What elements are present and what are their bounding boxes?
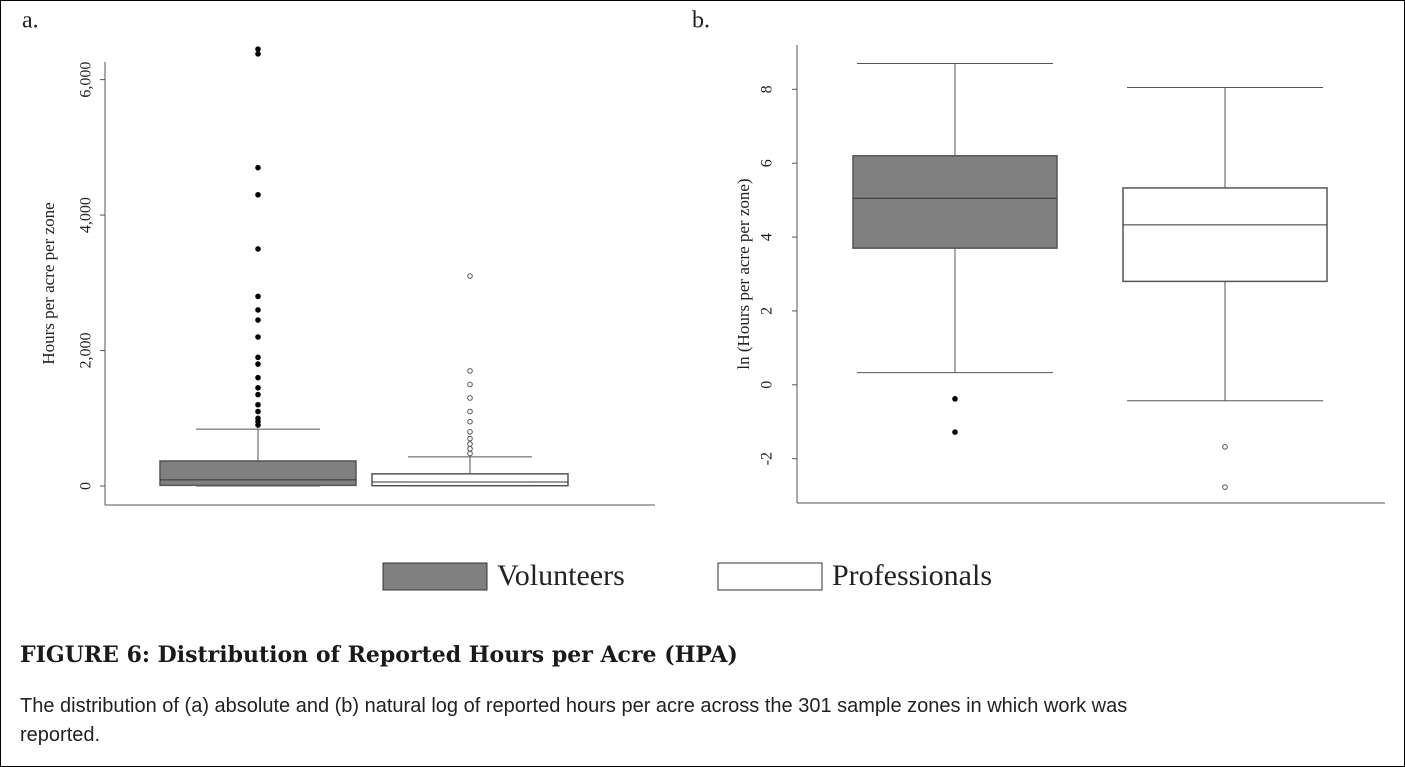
box [159,460,357,487]
box [371,473,569,487]
outlier [467,441,473,447]
outlier [255,422,261,428]
panel-label: a. [22,8,39,34]
outlier [255,391,261,398]
y-tick-label: 8 [759,85,776,93]
panel-label: b. [692,8,710,34]
y-tick-label: -2 [759,452,776,465]
outlier [255,51,261,57]
box [852,155,1058,249]
outlier [467,273,473,279]
outlier [255,191,261,198]
y-tick-label: 2,000 [78,333,95,369]
outlier [255,361,261,367]
outlier [467,368,473,374]
legend-swatch [382,562,488,591]
outlier [1222,444,1228,450]
outlier [467,408,473,415]
outlier [952,429,958,435]
legend-label: Professionals [832,559,992,592]
box [1122,187,1328,283]
outlier [467,418,473,425]
y-tick-label: 0 [759,381,776,389]
outlier [467,381,473,388]
outlier [255,334,261,340]
y-tick-label: 2 [759,307,776,315]
outlier [255,374,261,381]
outlier [255,307,261,313]
legend-label: Volunteers [497,559,625,592]
figure-title: FIGURE 6: Distribution of Reported Hours… [20,642,738,668]
y-axis-label: ln (Hours per acre per zone) [734,178,753,369]
outlier [1222,484,1228,490]
y-axis-label: Hours per acre per zone [39,202,58,364]
outlier [255,385,261,391]
y-tick-label: 4,000 [78,197,95,233]
y-tick-label: 4 [759,233,776,241]
outlier [255,164,261,171]
legend-swatch [717,562,823,591]
outlier [467,429,473,435]
y-tick-label: 6 [759,159,776,167]
outlier [255,46,261,52]
outlier [255,408,261,415]
outlier [255,293,261,300]
figure-caption: The distribution of (a) absolute and (b)… [20,695,1128,746]
outlier [467,450,473,457]
outlier [952,396,958,402]
outlier [467,435,473,442]
outlier [255,401,261,408]
outlier [467,395,473,401]
y-tick-label: 0 [78,482,95,490]
outlier [255,354,261,361]
outlier [255,246,261,252]
outlier [255,317,261,323]
outlier [467,445,473,452]
y-tick-label: 6,000 [78,62,95,98]
